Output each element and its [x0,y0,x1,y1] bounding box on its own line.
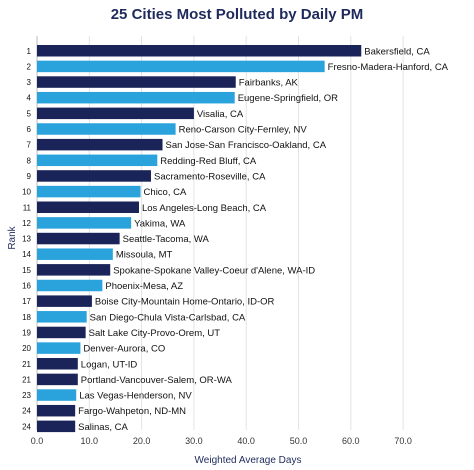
rank-label: 10 [22,188,31,197]
bar [37,311,87,323]
bar-label: Chico, CA [144,187,187,198]
bar [37,373,78,386]
rank-label: 7 [27,141,32,150]
bar [37,76,236,88]
x-tick-label: 30.0 [185,436,203,446]
bar [37,107,194,120]
rank-label: 20 [22,344,31,353]
bar [37,326,86,339]
bar [37,170,152,182]
bar-label: Portland-Vancouver-Salem, OR-WA [81,375,233,386]
bar-label: Fairbanks, AK [239,78,299,89]
bar-label: Denver-Aurora, CO [83,344,165,355]
rank-label: 24 [22,407,31,416]
rank-label: 14 [22,250,31,259]
x-tick-label: 60.0 [342,436,360,446]
rank-label: 18 [22,313,31,322]
rank-label: 9 [27,172,32,181]
bar [37,248,113,260]
bar-label: Reno-Carson City-Fernley, NV [179,125,308,136]
x-tick-label: 70.0 [394,436,412,446]
rank-labels: 1234567891011121314151617181920212123242… [22,47,31,432]
bar-label: Logan, UT-ID [81,359,138,370]
x-tick-label: 40.0 [237,436,255,446]
bar [37,123,176,135]
bar-label: Fresno-Madera-Hanford, CA [328,62,449,73]
bar [37,232,120,245]
bar-label: Fargo-Wahpeton, ND-MN [78,406,186,417]
rank-label: 5 [27,109,32,118]
rank-label: 21 [22,375,31,384]
bar [37,154,158,167]
bar [37,201,139,213]
bar [37,45,362,57]
rank-label: 15 [22,266,31,275]
rank-label: 8 [27,156,32,165]
bar-label: Salinas, CA [78,422,128,433]
rank-label: 23 [22,391,31,400]
rank-label: 2 [27,62,32,71]
bar-label: Boise City-Mountain Home-Ontario, ID-OR [95,297,275,308]
bar-labels: Bakersfield, CA Fresno-Madera-Hanford, CA… [78,46,449,433]
x-tick-label: 0.0 [31,436,44,446]
rank-label: 11 [23,203,32,212]
rank-label: 12 [22,219,31,228]
bar-label: Redding-Red Bluff, CA [160,156,257,167]
bar-label: San Diego-Chula Vista-Carlsbad, CA [90,312,246,323]
bar [37,295,92,307]
bar-label: Sacramento-Roseville, CA [154,171,266,182]
bar-label: Visalia, CA [197,109,244,120]
bar-label: Salt Lake City-Provo-Orem, UT [89,328,221,339]
rank-label: 17 [22,297,31,306]
bar-label: Seattle-Tacoma, WA [123,234,210,245]
bar [37,358,78,370]
bar-label: Spokane-Spokane Valley-Coeur d'Alene, WA… [113,265,315,276]
bar-label: Eugene-Springfield, OR [238,93,338,104]
rank-label: 16 [22,282,31,291]
bar [37,217,132,229]
bar [37,91,235,104]
bar-label: Missoula, MT [116,250,173,261]
x-axis-title: Weighted Average Days [195,455,302,466]
bar [37,279,103,292]
bar [37,138,163,151]
bar [37,420,76,433]
bar-label: Las Vegas-Henderson, NV [79,391,192,402]
rank-label: 3 [27,78,32,87]
bar-label: Phoenix-Mesa, AZ [105,281,183,292]
x-tick-labels: 0.0 10.0 20.0 30.0 40.0 50.0 60.0 70.0 [31,436,412,446]
bar [37,342,81,354]
bar [37,264,111,276]
rank-label: 1 [27,47,32,56]
bars [37,45,362,433]
bar-label: Los Angeles-Long Beach, CA [142,203,267,214]
bar [37,404,76,417]
y-axis-title: Rank [7,225,18,249]
bar [37,60,325,73]
bar-label: Bakersfield, CA [364,46,430,57]
x-tick-label: 10.0 [81,436,99,446]
rank-label: 13 [22,235,31,244]
rank-label: 24 [22,422,31,431]
rank-label: 19 [22,328,31,337]
x-tick-label: 50.0 [290,436,308,446]
x-tick-label: 20.0 [133,436,151,446]
rank-label: 6 [27,125,32,134]
bar-label: Yakima, WA [134,218,186,229]
bar [37,185,141,198]
chart-title: 25 Cities Most Polluted by Daily PM [111,6,364,23]
bar [37,389,77,401]
rank-label: 21 [22,360,31,369]
bar-label: San Jose-San Francisco-Oakland, CA [166,140,327,151]
rank-label: 4 [27,94,32,103]
